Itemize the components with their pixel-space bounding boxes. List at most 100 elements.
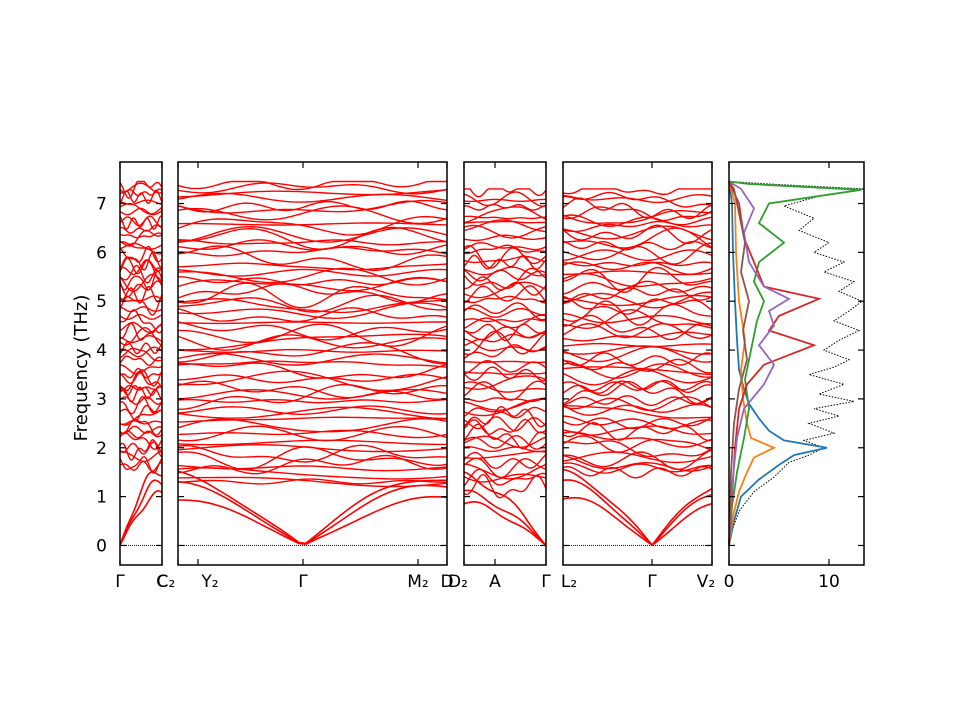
optical-branch bbox=[177, 370, 448, 392]
optical-branch bbox=[119, 367, 163, 379]
optical-branch bbox=[119, 341, 163, 355]
x-tick-label: Y₂ bbox=[200, 572, 218, 592]
optical-branch bbox=[177, 282, 448, 309]
optical-branch bbox=[177, 200, 448, 214]
optical-branch bbox=[562, 194, 713, 204]
y-tick-label: 6 bbox=[96, 243, 107, 263]
optical-branch bbox=[177, 360, 448, 368]
optical-branch bbox=[177, 439, 447, 446]
optical-branch bbox=[562, 415, 713, 430]
optical-branch bbox=[177, 405, 448, 416]
optical-branch bbox=[463, 219, 547, 233]
optical-branch bbox=[562, 266, 713, 293]
optical-branch bbox=[177, 276, 448, 286]
y-tick-label: 2 bbox=[96, 439, 107, 459]
acoustic-branch bbox=[177, 470, 447, 545]
optical-branch bbox=[119, 199, 163, 206]
optical-branch bbox=[119, 232, 163, 239]
optical-branch bbox=[177, 380, 448, 401]
x-tick-label: A bbox=[489, 572, 501, 592]
optical-branch bbox=[119, 314, 163, 320]
optical-branch bbox=[177, 444, 448, 463]
optical-branch bbox=[463, 191, 547, 207]
acoustic-branch bbox=[562, 468, 713, 547]
optical-branch bbox=[177, 383, 448, 411]
optical-branch bbox=[463, 473, 547, 483]
optical-branch bbox=[463, 366, 547, 382]
optical-branch bbox=[119, 215, 163, 228]
dos-curves-layer bbox=[728, 180, 865, 546]
optical-branch bbox=[178, 476, 448, 488]
dos-x-tick-label: 0 bbox=[724, 572, 735, 592]
optical-branch bbox=[119, 270, 163, 291]
optical-branch bbox=[177, 425, 448, 442]
optical-branch bbox=[119, 418, 163, 436]
optical-branch bbox=[119, 207, 163, 216]
optical-branch bbox=[177, 464, 448, 472]
dos-series-proj-3 bbox=[728, 180, 862, 546]
optical-branch bbox=[463, 242, 547, 251]
dos-series-proj-1 bbox=[728, 181, 828, 546]
optical-branch bbox=[463, 314, 547, 329]
dos-series-proj-5 bbox=[728, 180, 791, 546]
optical-branch bbox=[562, 197, 713, 220]
optical-branch bbox=[562, 345, 713, 363]
optical-branch bbox=[463, 332, 547, 347]
optical-branch bbox=[177, 302, 448, 320]
acoustic-branch bbox=[562, 496, 713, 547]
optical-branch bbox=[177, 348, 448, 353]
band-panel-frame bbox=[119, 161, 163, 566]
x-tick-label: V₂ bbox=[697, 572, 715, 592]
optical-branch bbox=[177, 416, 448, 423]
acoustic-branch bbox=[177, 495, 448, 546]
optical-branch bbox=[177, 294, 448, 313]
optical-branch bbox=[119, 295, 163, 302]
optical-branch bbox=[463, 254, 547, 270]
dos-x-tick-label: 10 bbox=[818, 572, 840, 592]
optical-branch bbox=[119, 257, 163, 275]
optical-branch bbox=[562, 224, 713, 245]
optical-branch bbox=[562, 435, 713, 453]
optical-branch bbox=[562, 454, 713, 472]
dos-series-proj-6 bbox=[728, 180, 750, 546]
optical-branch bbox=[177, 200, 448, 213]
optical-branch bbox=[562, 352, 713, 367]
optical-branch bbox=[119, 455, 163, 474]
optical-branch bbox=[177, 418, 448, 433]
optical-branch bbox=[463, 371, 547, 375]
y-axis-label: Frequency (THz) bbox=[71, 295, 92, 442]
optical-branch bbox=[562, 331, 713, 342]
optical-branch bbox=[562, 395, 713, 407]
optical-branch bbox=[119, 306, 163, 313]
optical-branch bbox=[177, 262, 448, 271]
optical-branch bbox=[463, 255, 547, 264]
optical-branch bbox=[464, 188, 547, 198]
optical-branch bbox=[464, 220, 546, 224]
tick-marks-layer bbox=[119, 162, 864, 565]
optical-branch bbox=[463, 435, 547, 448]
x-tick-label: Γ bbox=[115, 572, 125, 592]
dos-series-proj-4 bbox=[728, 181, 822, 546]
dos-panel-frame bbox=[728, 161, 865, 566]
optical-branch bbox=[119, 409, 163, 426]
optical-branch bbox=[119, 294, 163, 316]
x-tick-label: C bbox=[156, 572, 168, 592]
optical-branch bbox=[177, 225, 448, 243]
x-tick-label: D bbox=[440, 572, 453, 592]
optical-branch bbox=[562, 342, 713, 348]
acoustic-branch bbox=[463, 489, 547, 547]
panel-frames-layer bbox=[119, 161, 865, 566]
optical-branch bbox=[562, 261, 713, 267]
optical-branch bbox=[119, 346, 163, 358]
band-panel-frame bbox=[463, 161, 547, 566]
optical-branch bbox=[562, 462, 712, 474]
x-tick-label: Γ bbox=[647, 572, 657, 592]
optical-branch bbox=[562, 261, 713, 276]
x-tick-label: M₂ bbox=[407, 572, 428, 592]
optical-branch bbox=[562, 322, 713, 340]
optical-branch bbox=[562, 465, 713, 479]
optical-branch bbox=[463, 234, 547, 242]
optical-branch bbox=[119, 245, 163, 263]
optical-branch bbox=[177, 373, 448, 384]
x-tick-label: C₂ bbox=[157, 572, 176, 592]
